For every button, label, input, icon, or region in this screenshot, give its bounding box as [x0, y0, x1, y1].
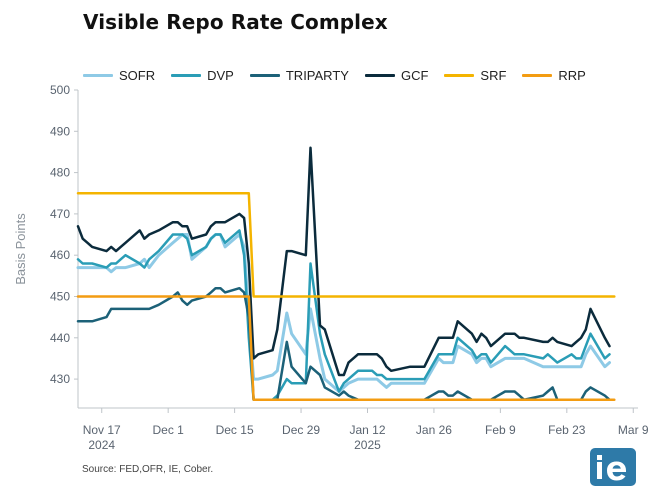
y-tick-label: 470	[50, 207, 70, 221]
series-line-dvp	[76, 229, 611, 401]
legend-item-srf: SRF	[444, 68, 506, 83]
x-tick-label: Dec 15	[216, 423, 254, 437]
y-tick-label: 500	[50, 83, 70, 97]
series-line-rrp	[76, 295, 616, 401]
legend-swatch	[83, 73, 113, 77]
x-tick-label: Jan 26	[416, 423, 452, 437]
logo-e-glyph	[607, 461, 626, 481]
source-note: Source: FED,OFR, IE, Cober.	[82, 464, 214, 475]
y-tick-label: 440	[50, 331, 70, 345]
x-tick-label: Jan 12	[349, 423, 385, 437]
x-tick-label: Feb 23	[548, 423, 586, 437]
x-tick-label: Mar 9	[618, 423, 649, 437]
logo-i-dot	[597, 455, 602, 460]
legend-item-dvp: DVP	[171, 68, 234, 83]
legend-item-triparty: TRIPARTY	[249, 67, 349, 83]
legend-item-sofr: SOFR	[83, 68, 155, 83]
x-tick-year-label: 2025	[354, 438, 381, 452]
y-tick-label: 430	[50, 372, 70, 386]
y-tick-label: 490	[50, 124, 70, 138]
legend-label: DVP	[207, 67, 234, 83]
legend-swatch	[522, 73, 553, 77]
legend-swatch	[364, 73, 395, 77]
y-tick-label: 460	[50, 248, 70, 262]
legend-label: SOFR	[119, 67, 156, 83]
logo-i-stem	[597, 462, 602, 479]
legend-item-gcf: GCF	[364, 67, 429, 83]
y-axis-title: Basis Points	[13, 213, 28, 285]
legend-label: TRIPARTY	[285, 67, 349, 83]
series-line-sofr	[76, 233, 611, 393]
x-tick-label: Feb 9	[485, 423, 516, 437]
legend-item-rrp: RRP	[522, 67, 586, 83]
x-tick-label: Dec 29	[282, 423, 320, 437]
chart-title: Visible Repo Rate Complex	[83, 10, 388, 34]
chart-legend: SOFR DVP TRIPARTY GCF SRF RRP	[83, 66, 602, 84]
ie-logo	[590, 448, 636, 486]
y-tick-label: 480	[50, 166, 70, 180]
legend-label: RRP	[558, 67, 586, 83]
series-line-triparty	[76, 286, 611, 401]
series-line-srf	[76, 191, 616, 298]
legend-label: SRF	[480, 67, 507, 83]
legend-label: GCF	[400, 67, 429, 83]
x-tick-label: Nov 17	[83, 423, 121, 437]
legend-swatch	[249, 73, 280, 77]
x-tick-year-label: 2024	[88, 438, 115, 452]
x-tick-label: Dec 1	[152, 423, 184, 437]
legend-swatch	[444, 73, 475, 77]
legend-swatch	[171, 73, 202, 77]
y-tick-label: 450	[50, 289, 70, 303]
series-line-gcf	[76, 146, 611, 377]
